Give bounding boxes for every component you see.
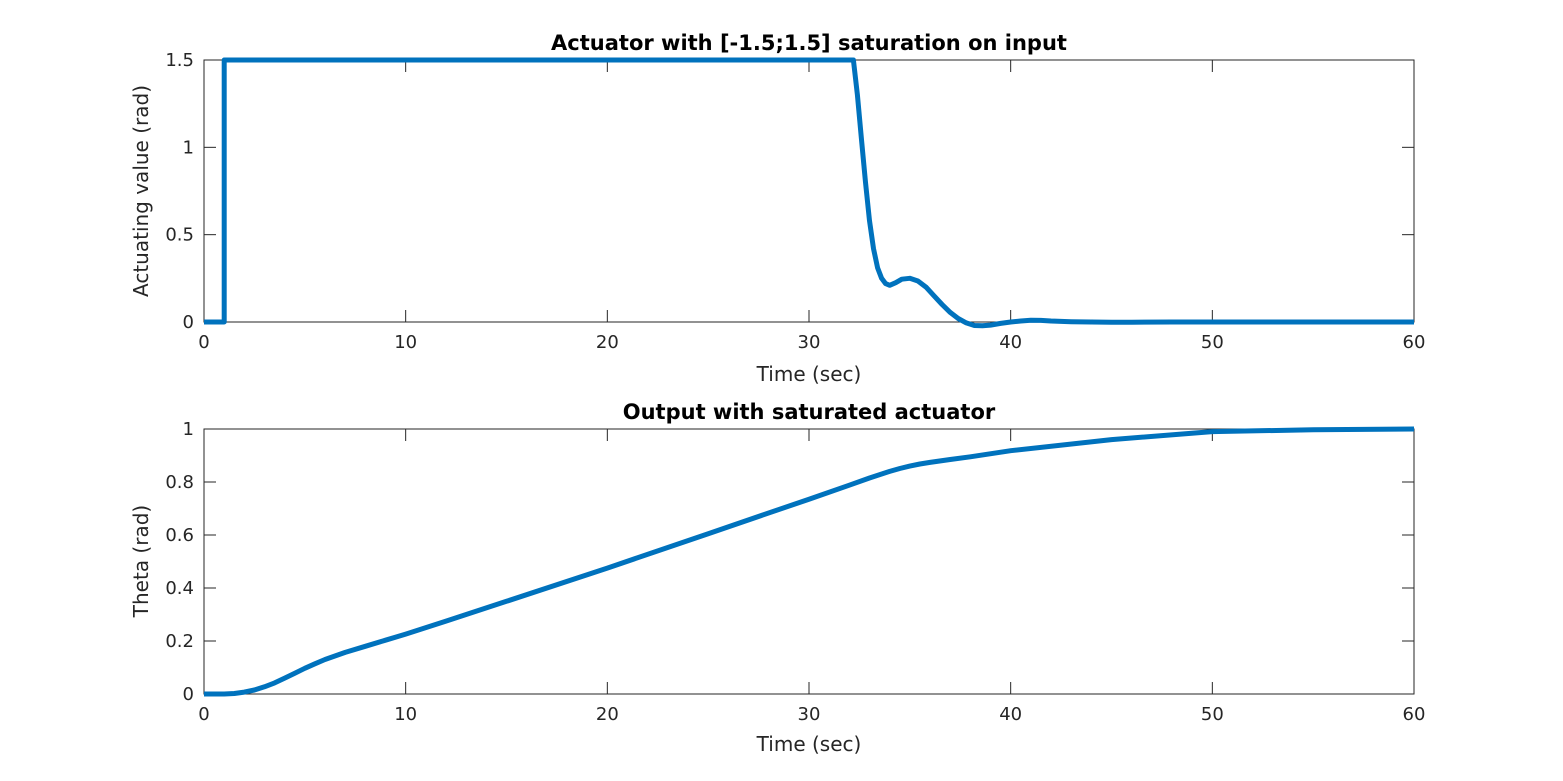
output-series-line <box>204 426 1415 697</box>
actuator-x-tick-label: 60 <box>1403 332 1426 353</box>
actuator-y-tick-label: 0.5 <box>165 225 194 246</box>
actuator-y-tick-label: 0 <box>183 312 194 333</box>
output-y-axis-label: Theta (rad) <box>129 505 153 618</box>
actuator-chart-title: Actuator with [-1.5;1.5] saturation on i… <box>551 31 1067 55</box>
output-y-tick-label: 0.2 <box>165 631 194 652</box>
output-axes-box <box>203 428 1415 695</box>
actuator-axes-box <box>203 59 1415 323</box>
actuator-x-tick-label: 20 <box>596 332 619 353</box>
output-x-tick-label: 40 <box>999 704 1022 725</box>
output-y-tick-label: 0.6 <box>165 525 194 546</box>
actuator-series-line <box>204 57 1414 329</box>
actuator-x-axis-label: Time (sec) <box>756 362 862 386</box>
actuator-y-tick-label: 1 <box>183 137 194 158</box>
output-x-tick-label: 0 <box>198 704 209 725</box>
actuator-x-tick-label: 40 <box>999 332 1022 353</box>
output-x-tick-label: 10 <box>394 704 417 725</box>
output-subplot: 0 10 20 30 40 50 60 0 0.2 0.4 0.6 0.8 1 Output with … <box>129 400 1425 756</box>
actuator-y-tick-label: 1.5 <box>165 50 194 71</box>
actuator-x-tick-label: 50 <box>1201 332 1224 353</box>
output-x-tick-label: 30 <box>798 704 821 725</box>
actuator-x-tick-label: 0 <box>198 332 209 353</box>
output-x-tick-label: 20 <box>596 704 619 725</box>
output-x-tick-label: 50 <box>1201 704 1224 725</box>
output-x-axis-label: Time (sec) <box>756 732 862 756</box>
output-ticks: 0 10 20 30 40 50 60 0 0.2 0.4 0.6 0.8 1 <box>165 419 1425 725</box>
output-x-tick-label: 60 <box>1403 704 1426 725</box>
output-y-tick-label: 1 <box>183 419 194 440</box>
output-y-tick-label: 0.8 <box>165 472 194 493</box>
output-y-tick-label: 0 <box>183 684 194 705</box>
output-y-tick-label: 0.4 <box>165 578 194 599</box>
actuator-subplot: 0 10 20 30 40 50 60 0 0.5 1 1.5 Actuator with [-1.… <box>129 31 1425 386</box>
actuator-y-axis-label: Actuating value (rad) <box>129 85 153 297</box>
output-chart-title: Output with saturated actuator <box>623 400 996 424</box>
actuator-ticks: 0 10 20 30 40 50 60 0 0.5 1 1.5 <box>165 50 1425 353</box>
actuator-x-tick-label: 10 <box>394 332 417 353</box>
actuator-x-tick-label: 30 <box>798 332 821 353</box>
